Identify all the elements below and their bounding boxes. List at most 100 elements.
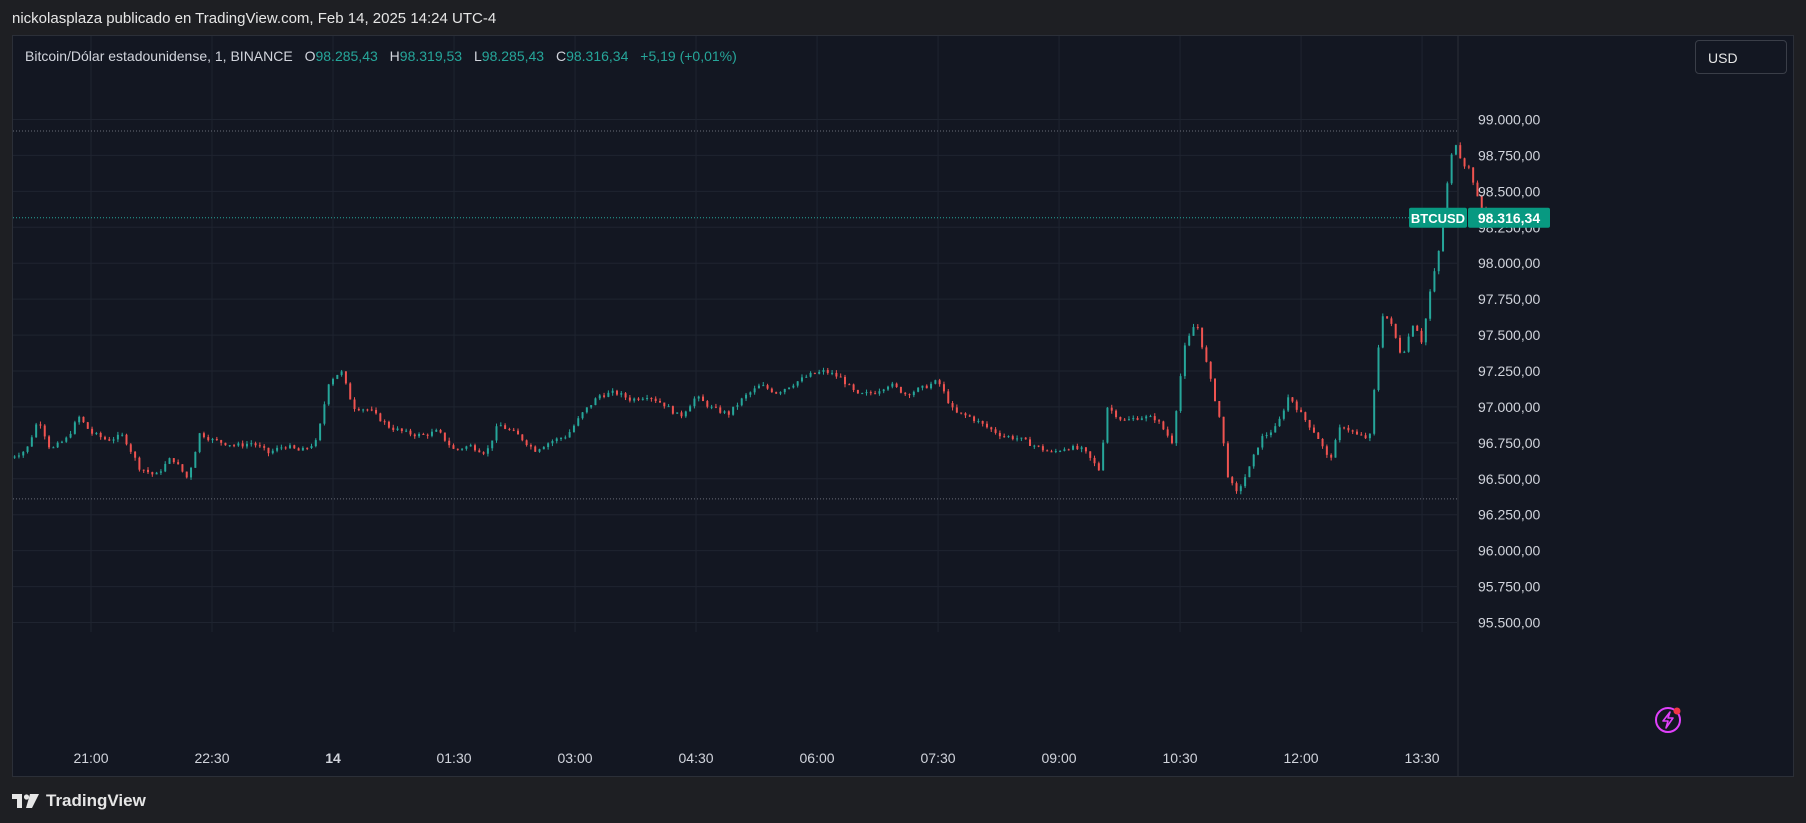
candle: [590, 405, 593, 409]
candle: [52, 446, 55, 449]
candle: [1028, 436, 1031, 447]
candle: [1201, 327, 1204, 350]
candle: [43, 424, 46, 440]
candle: [86, 421, 89, 429]
candle: [1115, 409, 1118, 419]
candle: [990, 426, 993, 432]
candle: [1063, 447, 1066, 452]
candle: [796, 381, 799, 388]
candle: [517, 428, 520, 435]
candle: [1046, 449, 1049, 452]
candle: [826, 367, 829, 375]
candle: [1188, 333, 1191, 347]
candle: [190, 466, 193, 480]
candle: [1368, 433, 1371, 442]
candle: [521, 434, 524, 442]
candle: [1304, 411, 1307, 422]
currency-button[interactable]: USD: [1695, 40, 1787, 74]
candle: [938, 378, 941, 387]
candle: [955, 404, 958, 414]
candle: [1394, 323, 1397, 339]
change-value: +5,19 (+0,01%): [640, 48, 737, 64]
candle: [1450, 153, 1453, 185]
lightning-bolt-icon[interactable]: [1653, 705, 1683, 735]
candle: [1269, 429, 1272, 438]
price-chart[interactable]: 95.500,00 95.750,00 96.000,00 96.250,00 96.5…: [13, 36, 1793, 776]
candle: [138, 456, 141, 472]
candle: [340, 369, 343, 377]
candle: [375, 407, 378, 415]
candle: [882, 388, 885, 394]
candle: [108, 436, 111, 442]
y-tick-label: 98.500,00: [1478, 183, 1540, 199]
grid-layer: [13, 36, 1457, 632]
candle: [181, 464, 184, 473]
candle: [409, 428, 412, 437]
candle: [1170, 433, 1173, 445]
candle: [757, 383, 760, 389]
chart-legend: Bitcoin/Dólar estadounidense, 1, BINANCE…: [25, 48, 737, 64]
tradingview-logo[interactable]: TradingView: [12, 790, 146, 812]
candle: [1424, 318, 1427, 346]
candle: [366, 408, 369, 412]
candle: [448, 437, 451, 448]
candle: [35, 422, 38, 438]
candle: [1179, 373, 1182, 413]
candle: [869, 390, 872, 396]
candle: [224, 442, 227, 446]
candle: [1373, 388, 1376, 436]
candle: [1166, 426, 1169, 438]
candle: [276, 445, 279, 453]
candle: [706, 400, 709, 409]
candle: [1205, 345, 1208, 363]
candle: [1033, 444, 1036, 449]
candle: [835, 370, 838, 379]
y-tick-label: 95.750,00: [1478, 579, 1540, 595]
candle: [577, 416, 580, 427]
candle: [327, 383, 330, 406]
candle: [1003, 433, 1006, 438]
candle: [594, 397, 597, 406]
candle: [598, 393, 601, 401]
candle: [968, 414, 971, 417]
candle: [917, 387, 920, 393]
candle: [689, 404, 692, 412]
candle: [1429, 289, 1432, 321]
y-tick-label: 99.000,00: [1478, 112, 1540, 128]
chart-frame[interactable]: 95.500,00 95.750,00 96.000,00 96.250,00 96.5…: [12, 35, 1794, 777]
candle: [1248, 466, 1251, 478]
candle: [865, 389, 868, 396]
candle: [1037, 445, 1040, 448]
candle: [357, 407, 360, 412]
candle: [134, 450, 137, 461]
y-tick-label: 97.500,00: [1478, 327, 1540, 343]
footer-brand: TradingView: [46, 791, 146, 810]
candle: [1407, 333, 1410, 353]
candle: [1467, 164, 1470, 170]
x-tick-label: 06:00: [800, 750, 835, 766]
candle: [676, 412, 679, 414]
candle: [560, 437, 563, 441]
candle: [1257, 447, 1260, 456]
candle: [1308, 419, 1311, 431]
candle: [697, 395, 700, 402]
candle: [353, 397, 356, 412]
candle: [155, 471, 158, 475]
candle: [159, 469, 162, 475]
candle: [396, 426, 399, 431]
candle: [258, 442, 261, 448]
candle: [237, 441, 240, 447]
candle: [430, 428, 433, 438]
candle: [1390, 316, 1393, 327]
candle: [1472, 166, 1475, 186]
candle: [564, 435, 567, 440]
candle: [611, 388, 614, 396]
candle: [1127, 416, 1130, 421]
candle: [194, 451, 197, 468]
candle: [362, 408, 365, 413]
candle: [1183, 342, 1186, 379]
candle: [1321, 438, 1324, 449]
candle: [1261, 433, 1264, 450]
candle: [1476, 180, 1479, 197]
candle: [1119, 416, 1122, 422]
